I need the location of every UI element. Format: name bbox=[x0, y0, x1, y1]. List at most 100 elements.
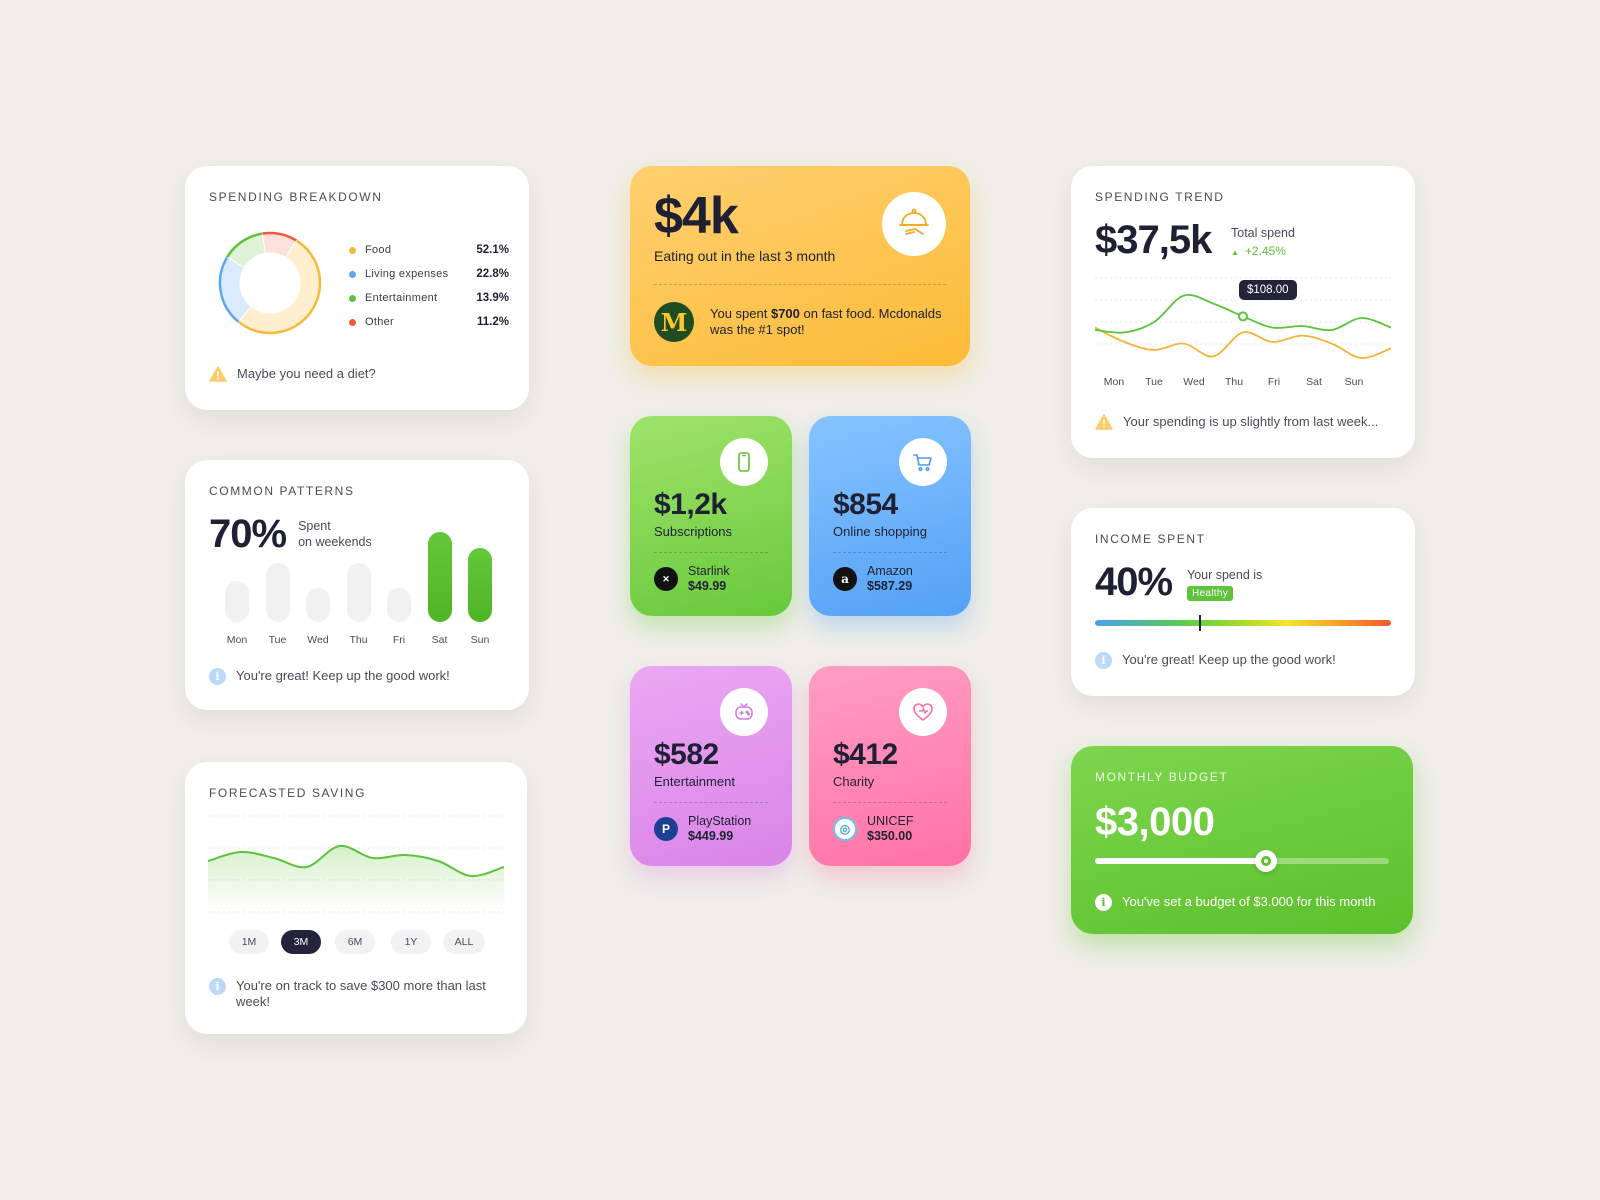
merchant: a Amazon $587.29 bbox=[833, 564, 913, 594]
label-line-1: Spent bbox=[298, 519, 331, 533]
eating-out-amount: $4k bbox=[654, 187, 739, 245]
divider bbox=[654, 802, 768, 803]
bar-fri bbox=[387, 588, 411, 622]
starlink-logo: ✕ bbox=[654, 567, 678, 591]
merchant-info: Starlink $49.99 bbox=[688, 564, 730, 594]
income-note: i You're great! Keep up the good work! bbox=[1095, 652, 1336, 669]
trend-x-axis: Mon Tue Wed Thu Fri Sat Sun bbox=[1095, 376, 1391, 390]
range-pill-3m[interactable]: 3M bbox=[281, 930, 321, 954]
donut-slice-rim bbox=[218, 256, 240, 323]
card-title: SPENDING BREAKDOWN bbox=[209, 190, 383, 204]
spending-breakdown-card: SPENDING BREAKDOWN Food 52.1% Living exp… bbox=[185, 166, 529, 410]
charity-tile[interactable]: $412 Charity ◎ UNICEF $350.00 bbox=[809, 666, 971, 866]
donut-slice-rim bbox=[262, 231, 297, 242]
warning-icon bbox=[1095, 414, 1113, 430]
tile-amount: $1,2k bbox=[654, 488, 727, 521]
trend-amount: $37,5k bbox=[1095, 218, 1212, 262]
legend-value: 22.8% bbox=[476, 268, 509, 280]
divider bbox=[654, 552, 768, 553]
budget-slider-thumb[interactable] bbox=[1254, 850, 1277, 872]
legend-label: Food bbox=[365, 244, 392, 256]
budget-amount: $3,000 bbox=[1095, 800, 1215, 844]
eating-out-card[interactable]: $4k Eating out in the last 3 month M You… bbox=[630, 166, 970, 366]
merchant-price: $350.00 bbox=[867, 829, 913, 843]
info-icon: i bbox=[209, 978, 226, 995]
merchant-price: $587.29 bbox=[867, 579, 913, 593]
tile-label: Entertainment bbox=[654, 774, 735, 789]
budget-slider-track[interactable] bbox=[1095, 850, 1389, 872]
merchant-name: Starlink bbox=[688, 564, 730, 578]
legend-value: 11.2% bbox=[477, 316, 509, 328]
trend-line-chart bbox=[1095, 277, 1391, 359]
range-pill-all[interactable]: ALL bbox=[443, 930, 485, 954]
food-cloche-icon bbox=[882, 192, 946, 256]
spending-trend-card: SPENDING TREND $37,5k Total spend ▲ +2.45… bbox=[1071, 166, 1415, 458]
tile-amount: $854 bbox=[833, 488, 898, 521]
day-label: Fri bbox=[392, 634, 406, 646]
highlight-point bbox=[1238, 311, 1248, 322]
online-shopping-tile[interactable]: $854 Online shopping a Amazon $587.29 bbox=[809, 416, 971, 616]
note-text: You're great! Keep up the good work! bbox=[1122, 652, 1336, 667]
subscriptions-tile[interactable]: $1,2k Subscriptions ✕ Starlink $49.99 bbox=[630, 416, 792, 616]
mcdonalds-logo: M bbox=[654, 302, 694, 342]
day-label: Tue bbox=[1145, 376, 1163, 388]
up-arrow-icon: ▲ bbox=[1231, 248, 1239, 257]
gauge-marker bbox=[1198, 615, 1201, 631]
bar-thu bbox=[346, 563, 371, 622]
tile-label: Online shopping bbox=[833, 524, 927, 539]
note-text: Maybe you need a diet? bbox=[237, 366, 376, 381]
merchant: P PlayStation $449.99 bbox=[654, 814, 751, 844]
info-icon: i bbox=[1095, 894, 1112, 911]
legend-dot bbox=[349, 246, 356, 254]
merchant-info: UNICEF $350.00 bbox=[867, 814, 914, 844]
budget-note: i You've set a budget of $3.000 for this… bbox=[1095, 894, 1376, 911]
donut-slice-living-expenses bbox=[219, 256, 252, 323]
card-title: INCOME SPENT bbox=[1095, 532, 1206, 546]
merchant-name: PlayStation bbox=[688, 814, 752, 828]
day-label: Tue bbox=[268, 634, 287, 646]
monthly-budget-card: MONTHLY BUDGET $3,000 i You've set a bud… bbox=[1071, 746, 1413, 934]
merchant-price: $449.99 bbox=[688, 829, 734, 843]
bar-tue bbox=[265, 563, 290, 622]
day-label: Sun bbox=[470, 634, 490, 646]
card-title: MONTHLY BUDGET bbox=[1095, 770, 1229, 784]
eating-out-label: Eating out in the last 3 month bbox=[654, 248, 836, 264]
gamepad-icon bbox=[720, 688, 768, 736]
legend-item-living-expenses: Living expenses 22.8% bbox=[349, 262, 509, 286]
income-label: Your spend is bbox=[1187, 568, 1263, 582]
divider bbox=[833, 552, 947, 553]
donut-slice-rim bbox=[237, 239, 322, 335]
budget-slider-fill bbox=[1095, 858, 1266, 864]
range-pill-1m[interactable]: 1M bbox=[229, 930, 269, 954]
day-label: Thu bbox=[1224, 376, 1244, 388]
tile-amount: $412 bbox=[833, 738, 898, 771]
warning-icon bbox=[209, 366, 227, 382]
entertainment-tile[interactable]: $582 Entertainment P PlayStation $449.99 bbox=[630, 666, 792, 866]
range-pill-1y[interactable]: 1Y bbox=[391, 930, 431, 954]
spend-line-orange bbox=[1095, 326, 1391, 359]
legend-label: Entertainment bbox=[365, 292, 438, 304]
message-post: on fast food. Mcdonalds was the #1 spot! bbox=[710, 306, 942, 337]
divider bbox=[654, 284, 946, 285]
info-icon: i bbox=[209, 668, 226, 685]
day-label: Fri bbox=[1267, 376, 1281, 388]
merchant-info: PlayStation $449.99 bbox=[688, 814, 751, 844]
tile-amount: $582 bbox=[654, 738, 719, 771]
forecast-note: i You're on track to save $300 more than… bbox=[209, 978, 499, 1010]
tile-label: Subscriptions bbox=[654, 524, 733, 539]
legend-value: 52.1% bbox=[476, 244, 509, 256]
day-label: Mon bbox=[226, 634, 248, 646]
day-label: Sat bbox=[1306, 376, 1322, 388]
day-label: Wed bbox=[1183, 376, 1205, 388]
income-percent: 40% bbox=[1095, 560, 1173, 604]
day-label: Sat bbox=[431, 634, 448, 646]
bar-wed bbox=[306, 588, 330, 622]
cart-icon bbox=[899, 438, 947, 486]
legend-item-food: Food 52.1% bbox=[349, 238, 509, 262]
percent-value: 70% bbox=[209, 512, 287, 556]
day-label: Thu bbox=[349, 634, 368, 646]
note-text: Your spending is up slightly from last w… bbox=[1123, 414, 1379, 429]
note-text: You're on track to save $300 more than l… bbox=[236, 978, 486, 1009]
range-pill-6m[interactable]: 6M bbox=[335, 930, 375, 954]
message-pre: You spent bbox=[710, 306, 771, 321]
